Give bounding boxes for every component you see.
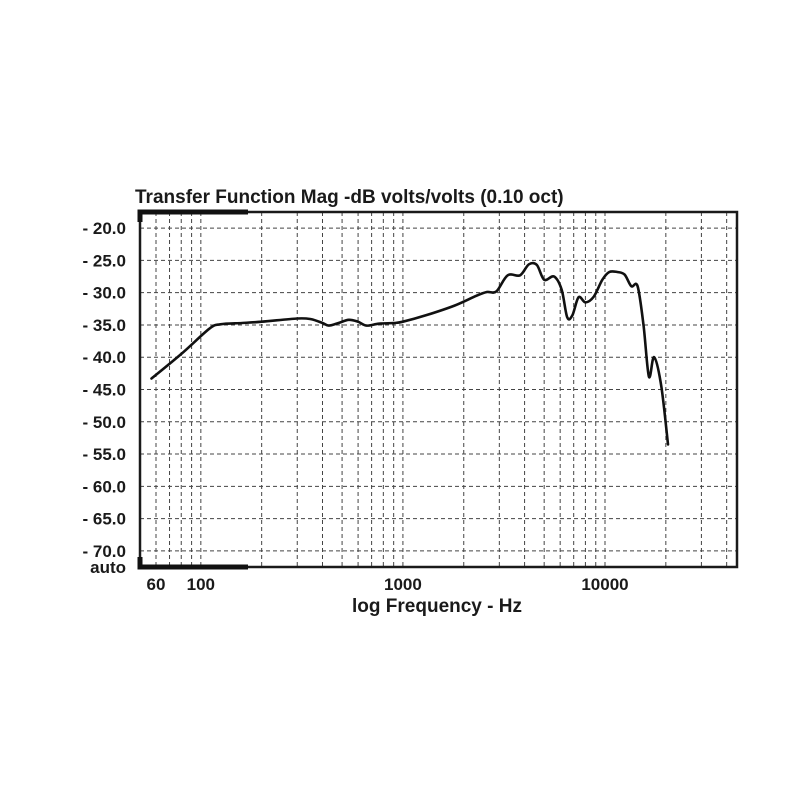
x-axis-label: log Frequency - Hz [352, 596, 522, 617]
corner-bracket-bottom [137, 557, 248, 570]
y-tick-label: auto [90, 558, 126, 577]
x-tick-label: 60 [147, 575, 166, 594]
series-layer [150, 261, 670, 446]
y-tick-label: - 30.0 [83, 284, 126, 303]
y-tick-label: - 55.0 [83, 445, 126, 464]
y-tick-label: - 35.0 [83, 316, 126, 335]
x-tick-label: 1000 [384, 575, 422, 594]
series-line-0 [150, 261, 670, 446]
y-tick-label: - 40.0 [83, 348, 126, 367]
y-tick-label: - 20.0 [83, 219, 126, 238]
y-axis-tick-labels: - 20.0 - 25.0 - 30.0 - 35.0 - 40.0 - 45.0 - 50… [83, 219, 126, 577]
plot-border [138, 210, 739, 569]
plot-frame [137, 209, 739, 570]
x-tick-label: 10000 [581, 575, 628, 594]
y-tick-label: - 45.0 [83, 381, 126, 400]
y-tick-label: - 60.0 [83, 477, 126, 496]
x-axis-tick-labels: 60 100 1000 10000 [147, 575, 629, 594]
y-tick-label: - 65.0 [83, 510, 126, 529]
grid-lines [140, 212, 737, 567]
x-tick-label: 100 [187, 575, 215, 594]
y-tick-label: - 70.0 [83, 542, 126, 561]
corner-bracket-top [137, 209, 248, 222]
y-tick-label: - 50.0 [83, 413, 126, 432]
y-tick-label: - 25.0 [83, 251, 126, 270]
chart-title: Transfer Function Mag -dB volts/volts (0… [135, 187, 564, 208]
